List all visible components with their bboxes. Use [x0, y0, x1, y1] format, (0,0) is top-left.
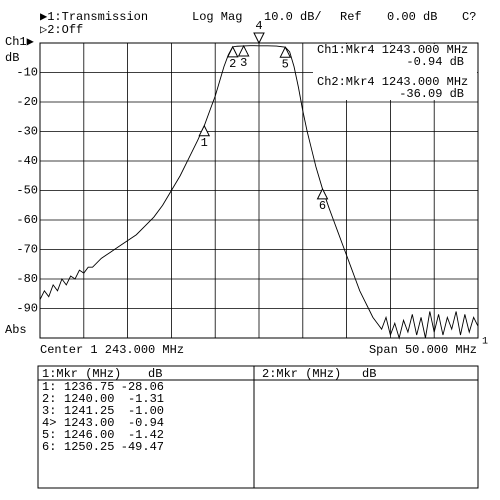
marker-label: 4 — [255, 19, 262, 33]
span: Span 50.000 MHz — [369, 343, 477, 357]
row-freq: 1250.25 — [64, 440, 114, 454]
y-tick-label: -30 — [16, 125, 38, 139]
table-header: 2:Mkr (MHz) — [262, 367, 341, 381]
readout-box — [313, 44, 477, 100]
row-label: 2: — [42, 392, 56, 406]
y-tick-label: -20 — [16, 95, 38, 109]
marker — [279, 46, 292, 58]
table-header: dB — [362, 367, 376, 381]
marker-label: 5 — [282, 57, 289, 71]
marker-label: 6 — [319, 199, 326, 213]
marker-label: 1 — [201, 136, 208, 150]
status: C? — [462, 10, 476, 24]
unit: dB — [5, 51, 19, 65]
y-tick-label: -60 — [16, 213, 38, 227]
row-value: -1.31 — [128, 392, 164, 406]
grid: -10 -20 -30 -40 -50 -60 -70 -80 -90 — [16, 43, 478, 338]
row-label: 1: — [42, 380, 56, 394]
row-freq: 1240.00 — [64, 392, 114, 406]
readout-value: -36.09 dB — [399, 87, 464, 101]
row-freq: 1243.00 — [64, 416, 114, 430]
marker-label: 2 — [229, 57, 236, 71]
scale: 10.0 dB/ — [264, 10, 322, 24]
table-frame — [37, 365, 479, 489]
row-label: 3: — [42, 404, 56, 418]
ch2-label: ▷2:Off — [40, 23, 83, 37]
row-value: -0.94 — [128, 416, 164, 430]
marker-label: 3 — [240, 56, 247, 70]
readout-freq: Ch1:Mkr4 1243.000 MHz — [317, 43, 468, 57]
table-body: 1: 1236.75 -28.06 2: 1240.00 -1.31 3: 1241.25 -1… — [42, 380, 164, 454]
row-value: -1.42 — [128, 428, 164, 442]
ref-value: 0.00 dB — [387, 10, 437, 24]
readout-freq: Ch2:Mkr4 1243.000 MHz — [317, 75, 468, 89]
row-label: 4> — [42, 416, 56, 430]
row-label: 5: — [42, 428, 56, 442]
center: Center 1 243.000 MHz — [40, 343, 184, 357]
y-tick-label: -70 — [16, 243, 38, 257]
row-freq: 1246.00 — [64, 428, 114, 442]
ch1-label: ▶1:Transmission — [40, 10, 148, 24]
channel: Ch1▶ — [5, 35, 35, 49]
table-header: 1:Mkr (MHz) — [42, 367, 121, 381]
y-tick-label: -90 — [16, 302, 38, 316]
marker — [237, 44, 250, 57]
readout-value: -0.94 dB — [406, 55, 464, 69]
row-value: -49.47 — [121, 440, 164, 454]
row-freq: 1236.75 — [64, 380, 114, 394]
y-tick-label: -10 — [16, 66, 38, 80]
end-marker: 1 — [482, 337, 488, 348]
marker — [253, 32, 265, 45]
format: Log Mag — [192, 10, 242, 24]
row-label: 6: — [42, 440, 56, 454]
marker — [226, 45, 239, 58]
marker — [316, 187, 329, 200]
trace — [39, 45, 479, 340]
y-tick-label: -50 — [16, 184, 38, 198]
row-value: -28.06 — [121, 380, 164, 394]
marker — [198, 124, 211, 137]
table-header: dB — [148, 367, 162, 381]
ref-label: Ref — [340, 10, 362, 24]
y-tick-label: -80 — [16, 272, 38, 286]
abs: Abs — [5, 323, 27, 337]
y-tick-label: -40 — [16, 154, 38, 168]
row-value: -1.00 — [128, 404, 164, 418]
row-freq: 1241.25 — [64, 404, 114, 418]
